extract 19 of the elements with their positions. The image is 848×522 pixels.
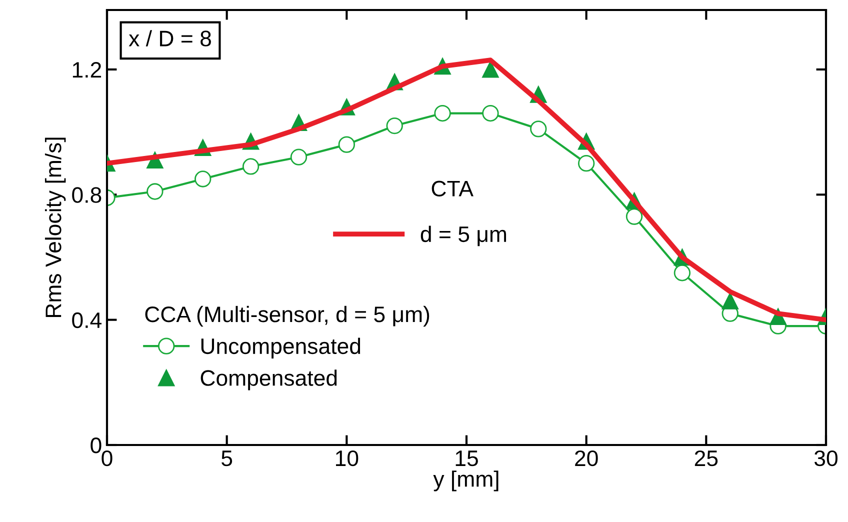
y-tick-label: 0.8 bbox=[72, 187, 102, 203]
x-tick-label: 10 bbox=[336, 450, 358, 466]
y-axis-title: Rms Velocity [m/s] bbox=[44, 138, 66, 318]
x-tick-label: 25 bbox=[694, 450, 718, 466]
x-tick-label: 0 bbox=[102, 450, 112, 466]
annotation: x / D = 8 bbox=[128, 30, 211, 46]
y-tick-label: 0 bbox=[90, 438, 102, 454]
x-tick-label: 15 bbox=[456, 450, 478, 466]
y-tick-label: 1.2 bbox=[72, 62, 102, 78]
x-tick-label: 30 bbox=[814, 450, 838, 466]
y-tick-label: 0.4 bbox=[72, 312, 102, 328]
x-tick-label: 20 bbox=[575, 450, 598, 466]
legend-label: Compensated bbox=[200, 370, 337, 390]
annotation: CTA bbox=[432, 180, 474, 196]
x-tick-label: 5 bbox=[222, 450, 232, 466]
legend-label: Uncompensated bbox=[201, 338, 360, 358]
x-axis-title: y [mm] bbox=[433, 470, 498, 492]
legend-label: d = 5 μm bbox=[420, 226, 506, 246]
legend-title: CCA (Multi-sensor, d = 5 μm) bbox=[145, 306, 430, 327]
